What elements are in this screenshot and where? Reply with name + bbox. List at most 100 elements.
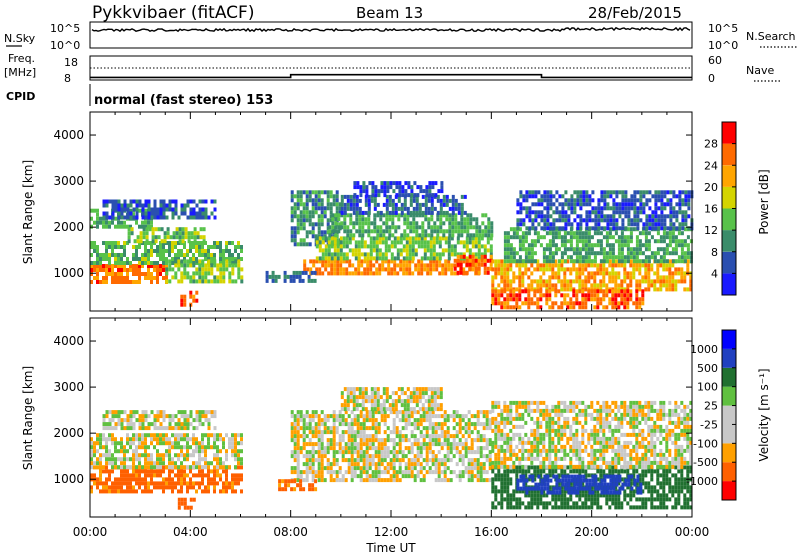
data-cell xyxy=(308,194,312,199)
data-cell xyxy=(171,261,174,265)
data-cell xyxy=(183,245,186,249)
data-cell xyxy=(307,274,311,279)
data-cell xyxy=(195,465,198,470)
data-cell xyxy=(386,446,390,451)
data-cell xyxy=(198,481,201,486)
data-cell xyxy=(335,458,339,463)
data-cell xyxy=(540,194,544,199)
data-cell xyxy=(521,271,525,276)
data-cell xyxy=(162,469,165,474)
data-cell xyxy=(464,466,468,471)
data-cell xyxy=(584,275,588,280)
data-cell xyxy=(662,267,666,272)
data-cell xyxy=(482,446,486,451)
data-cell xyxy=(186,481,189,486)
data-cell xyxy=(660,206,664,211)
data-cell xyxy=(477,262,481,267)
data-cell xyxy=(455,462,459,467)
data-cell xyxy=(365,414,369,419)
data-cell xyxy=(159,422,163,427)
data-cell xyxy=(632,227,636,232)
data-cell xyxy=(608,235,612,240)
data-cell xyxy=(126,207,130,212)
data-cell xyxy=(345,267,349,272)
data-cell xyxy=(461,418,465,423)
data-cell xyxy=(620,231,624,236)
data-cell xyxy=(213,414,217,419)
data-cell xyxy=(108,485,111,490)
data-cell xyxy=(387,236,391,241)
data-cell xyxy=(183,298,187,303)
data-cell xyxy=(361,233,365,238)
data-cell xyxy=(340,194,344,199)
data-cell xyxy=(202,227,206,232)
data-cell xyxy=(674,287,678,292)
data-cell xyxy=(425,434,429,439)
data-cell xyxy=(410,185,414,190)
data-cell xyxy=(240,477,243,482)
data-cell xyxy=(656,247,660,252)
data-cell xyxy=(653,251,657,256)
data-cell xyxy=(422,438,426,443)
data-cell xyxy=(302,414,306,419)
data-cell xyxy=(639,194,643,199)
data-cell xyxy=(156,245,159,249)
data-cell xyxy=(575,293,579,298)
data-cell xyxy=(671,275,675,280)
data-cell xyxy=(481,229,485,234)
data-cell xyxy=(542,263,546,268)
data-cell xyxy=(446,446,450,451)
data-cell xyxy=(490,229,494,234)
data-cell xyxy=(462,270,466,275)
data-cell xyxy=(389,450,393,455)
data-cell xyxy=(326,458,330,463)
data-cell xyxy=(165,276,168,280)
data-cell xyxy=(391,225,395,230)
data-cell xyxy=(569,301,573,306)
data-cell xyxy=(162,453,165,458)
data-cell xyxy=(606,206,610,211)
freq-tick-bottom: 8 xyxy=(64,72,71,85)
data-cell xyxy=(363,252,367,257)
data-cell xyxy=(392,410,396,415)
data-cell xyxy=(470,438,474,443)
data-cell xyxy=(108,449,111,454)
data-cell xyxy=(111,457,114,462)
data-cell xyxy=(295,274,299,279)
data-cell xyxy=(359,422,363,427)
data-cell xyxy=(333,240,337,245)
data-cell xyxy=(296,214,300,219)
data-cell xyxy=(654,190,658,195)
data-cell xyxy=(427,225,431,230)
data-cell xyxy=(225,267,229,272)
data-cell xyxy=(530,283,534,288)
data-cell xyxy=(189,477,192,482)
data-cell xyxy=(144,257,147,261)
data-cell xyxy=(636,214,640,219)
data-cell xyxy=(531,226,535,231)
data-cell xyxy=(386,462,390,467)
data-cell xyxy=(596,243,600,248)
data-cell xyxy=(435,263,439,268)
data-cell xyxy=(627,214,631,219)
data-cell xyxy=(365,189,369,194)
data-cell xyxy=(324,236,328,241)
data-cell xyxy=(459,254,463,259)
data-cell xyxy=(620,255,624,260)
data-cell xyxy=(329,470,333,475)
data-cell xyxy=(503,271,507,276)
data-cell xyxy=(99,280,102,284)
data-cell xyxy=(175,231,179,236)
data-cell xyxy=(677,259,681,264)
data-cell xyxy=(207,445,210,450)
data-cell xyxy=(126,414,130,419)
data-cell xyxy=(683,251,687,256)
data-cell xyxy=(311,426,315,431)
data-cell xyxy=(662,255,666,260)
data-cell xyxy=(195,211,199,216)
data-cell xyxy=(618,206,622,211)
data-cell xyxy=(369,256,373,261)
data-cell xyxy=(641,289,645,294)
data-cell xyxy=(219,257,222,261)
